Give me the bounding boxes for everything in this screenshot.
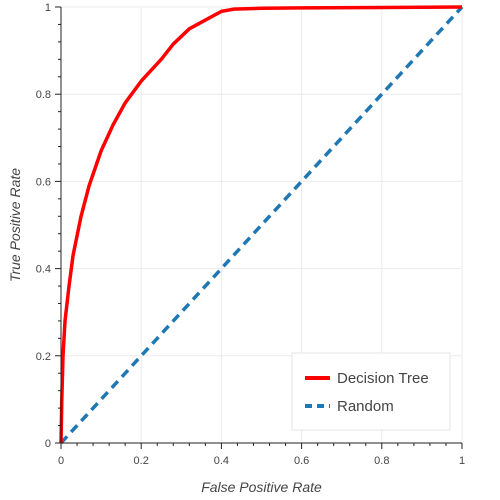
x-tick-label: 0.2: [134, 455, 149, 467]
y-tick-label: 0.2: [36, 351, 51, 363]
series-lines: [59, 5, 464, 445]
y-tick-label: 0.8: [36, 89, 51, 101]
legend-label-decision-tree: Decision Tree: [337, 370, 429, 387]
axes: [55, 6, 463, 449]
x-tick-label: 0: [58, 455, 64, 467]
y-tick-label: 0.4: [36, 264, 51, 276]
x-axis-label: False Positive Rate: [201, 479, 322, 495]
tick-labels: 0 0.2 0.4 0.6 0.8 1 0 0.2 0.4 0.6 0.8 1: [36, 2, 465, 467]
legend: Decision Tree Random: [291, 352, 451, 431]
y-tick-label: 0.6: [36, 176, 51, 188]
y-tick-label: 0: [45, 438, 51, 450]
series-line-random: [59, 5, 464, 445]
x-tick-label: 0.4: [214, 455, 229, 467]
y-tick-label: 1: [45, 2, 51, 14]
legend-label-random: Random: [337, 398, 394, 415]
legend-box: [291, 352, 451, 431]
y-axis-label: True Positive Rate: [7, 168, 23, 282]
x-tick-label: 0.6: [294, 455, 309, 467]
series-line-decision-tree: [59, 5, 463, 444]
x-tick-label: 1: [459, 455, 465, 467]
x-tick-label: 0.8: [374, 455, 389, 467]
